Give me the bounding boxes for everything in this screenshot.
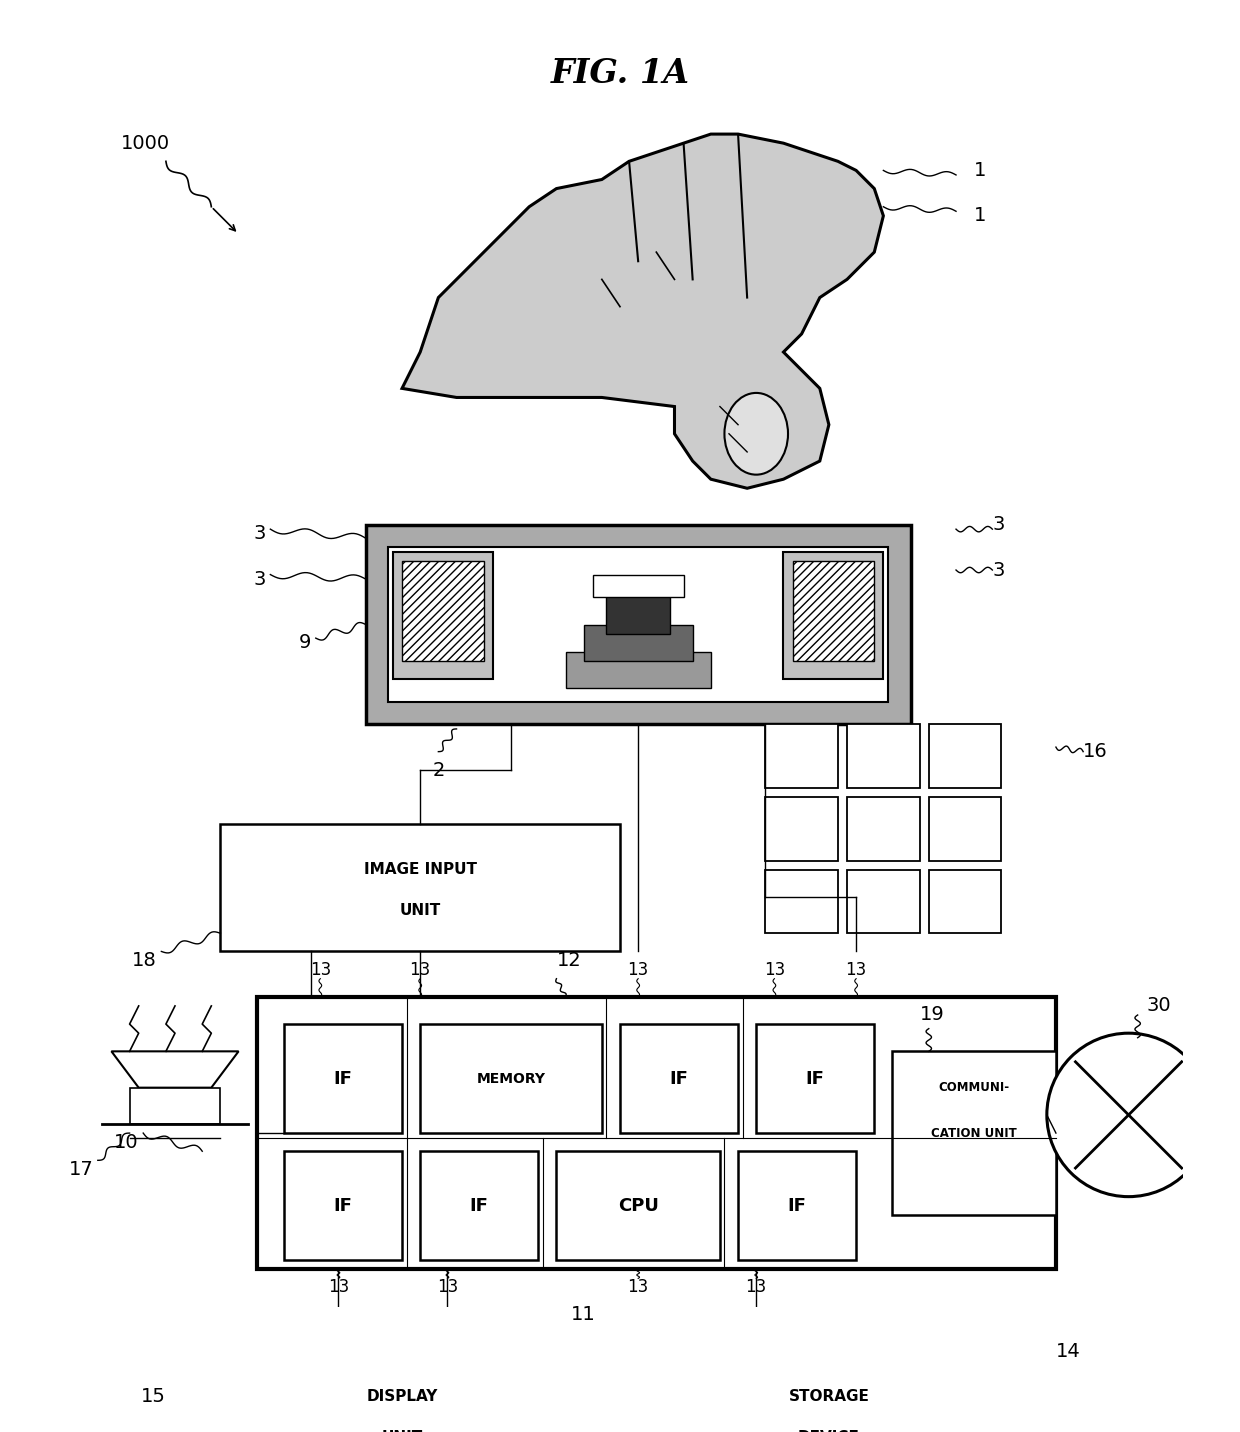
FancyBboxPatch shape xyxy=(929,725,1002,788)
FancyBboxPatch shape xyxy=(738,1151,856,1260)
FancyBboxPatch shape xyxy=(620,1024,738,1133)
Text: COMMUNI-: COMMUNI- xyxy=(939,1081,1009,1094)
Text: 2: 2 xyxy=(433,760,445,780)
Text: 13: 13 xyxy=(745,1279,766,1296)
FancyBboxPatch shape xyxy=(784,551,883,679)
FancyBboxPatch shape xyxy=(557,1151,720,1260)
Text: 3: 3 xyxy=(992,516,1004,534)
FancyBboxPatch shape xyxy=(388,547,888,702)
FancyBboxPatch shape xyxy=(366,524,910,725)
Text: IF: IF xyxy=(334,1070,352,1087)
Text: IF: IF xyxy=(787,1197,806,1214)
Text: STORAGE: STORAGE xyxy=(789,1389,869,1403)
Text: 1: 1 xyxy=(975,160,987,180)
FancyBboxPatch shape xyxy=(584,624,693,660)
FancyBboxPatch shape xyxy=(765,725,838,788)
FancyBboxPatch shape xyxy=(929,798,1002,861)
Text: DISPLAY: DISPLAY xyxy=(366,1389,438,1403)
FancyBboxPatch shape xyxy=(565,652,711,687)
Text: IMAGE INPUT: IMAGE INPUT xyxy=(363,862,476,878)
Polygon shape xyxy=(112,1051,238,1088)
FancyBboxPatch shape xyxy=(606,589,670,633)
Text: 18: 18 xyxy=(133,951,156,969)
Text: 11: 11 xyxy=(572,1305,596,1325)
Text: UNIT: UNIT xyxy=(399,904,441,918)
FancyBboxPatch shape xyxy=(402,561,484,660)
Text: 13: 13 xyxy=(409,961,430,978)
FancyBboxPatch shape xyxy=(393,551,492,679)
Text: 13: 13 xyxy=(627,961,649,978)
Text: 13: 13 xyxy=(310,961,331,978)
FancyBboxPatch shape xyxy=(238,1350,565,1432)
Text: 3: 3 xyxy=(992,560,1004,580)
Text: 13: 13 xyxy=(436,1279,458,1296)
Text: 3: 3 xyxy=(253,570,265,589)
Text: 12: 12 xyxy=(557,951,582,969)
Text: IF: IF xyxy=(334,1197,352,1214)
Text: 3: 3 xyxy=(253,524,265,543)
Text: 1000: 1000 xyxy=(120,133,170,153)
Text: 30: 30 xyxy=(1147,997,1172,1015)
FancyBboxPatch shape xyxy=(893,1051,1056,1214)
Text: 13: 13 xyxy=(764,961,785,978)
Text: 17: 17 xyxy=(68,1160,93,1179)
Text: CATION UNIT: CATION UNIT xyxy=(931,1127,1017,1140)
FancyBboxPatch shape xyxy=(765,798,838,861)
FancyBboxPatch shape xyxy=(221,825,620,951)
FancyBboxPatch shape xyxy=(792,561,874,660)
Text: 16: 16 xyxy=(1084,742,1107,762)
FancyBboxPatch shape xyxy=(284,1151,402,1260)
Text: 9: 9 xyxy=(299,633,311,652)
Text: CPU: CPU xyxy=(618,1197,658,1214)
Text: 14: 14 xyxy=(1056,1342,1081,1360)
Text: 1: 1 xyxy=(975,206,987,225)
Text: 13: 13 xyxy=(327,1279,350,1296)
FancyBboxPatch shape xyxy=(593,574,683,597)
FancyBboxPatch shape xyxy=(756,1024,874,1133)
Text: UNIT: UNIT xyxy=(382,1429,423,1432)
Text: 15: 15 xyxy=(141,1388,166,1406)
FancyBboxPatch shape xyxy=(847,725,920,788)
Text: FIG. 1A: FIG. 1A xyxy=(551,57,689,90)
FancyBboxPatch shape xyxy=(847,798,920,861)
Text: IF: IF xyxy=(806,1070,825,1087)
FancyBboxPatch shape xyxy=(420,1151,538,1260)
Text: IF: IF xyxy=(470,1197,489,1214)
FancyBboxPatch shape xyxy=(284,1024,402,1133)
FancyBboxPatch shape xyxy=(647,1350,1011,1432)
Circle shape xyxy=(1047,1032,1210,1197)
Text: DEVICE: DEVICE xyxy=(799,1429,859,1432)
FancyBboxPatch shape xyxy=(130,1088,221,1124)
Text: 13: 13 xyxy=(627,1279,649,1296)
Text: IF: IF xyxy=(670,1070,688,1087)
FancyBboxPatch shape xyxy=(929,869,1002,934)
FancyBboxPatch shape xyxy=(765,869,838,934)
FancyBboxPatch shape xyxy=(257,997,1056,1269)
Text: 10: 10 xyxy=(114,1133,139,1151)
Polygon shape xyxy=(402,135,883,488)
FancyBboxPatch shape xyxy=(847,869,920,934)
Text: 13: 13 xyxy=(846,961,867,978)
FancyBboxPatch shape xyxy=(420,1024,601,1133)
Text: 19: 19 xyxy=(920,1005,945,1024)
Text: MEMORY: MEMORY xyxy=(476,1071,546,1085)
Ellipse shape xyxy=(724,392,787,474)
